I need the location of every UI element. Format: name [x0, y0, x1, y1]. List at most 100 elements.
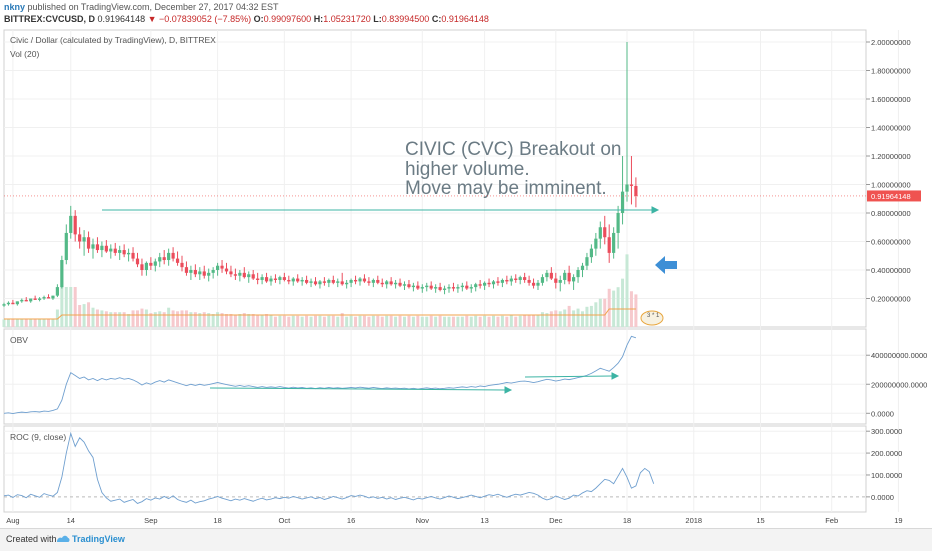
candle-body[interactable] — [603, 227, 607, 238]
candle-body[interactable] — [180, 262, 184, 268]
candle-body[interactable] — [55, 287, 59, 296]
candle-body[interactable] — [518, 277, 522, 280]
candle-body[interactable] — [242, 272, 246, 278]
candle-body[interactable] — [224, 268, 229, 272]
candle-body[interactable] — [612, 232, 616, 253]
candle-body[interactable] — [500, 279, 504, 283]
candle-body[interactable] — [536, 282, 540, 286]
candle-body[interactable] — [202, 271, 206, 276]
candle-body[interactable] — [198, 271, 202, 275]
candle-body[interactable] — [598, 227, 602, 239]
candle-body[interactable] — [345, 282, 349, 285]
candle-body[interactable] — [46, 297, 51, 299]
candle-body[interactable] — [514, 278, 518, 280]
candle-body[interactable] — [238, 272, 242, 276]
event-marker-icon[interactable]: 3 * 1 — [640, 310, 664, 326]
candle-body[interactable] — [353, 279, 358, 282]
candle-body[interactable] — [540, 277, 545, 283]
candle-body[interactable] — [589, 248, 593, 258]
candle-body[interactable] — [247, 274, 251, 278]
candle-body[interactable] — [256, 278, 260, 280]
candle-body[interactable] — [149, 262, 153, 266]
candle-body[interactable] — [416, 285, 420, 289]
candle-body[interactable] — [331, 279, 335, 283]
candle-body[interactable] — [545, 272, 549, 278]
candle-body[interactable] — [616, 213, 620, 233]
candle-body[interactable] — [15, 301, 19, 305]
candle-body[interactable] — [527, 279, 531, 283]
candle-body[interactable] — [131, 252, 135, 259]
candle-body[interactable] — [554, 278, 558, 283]
candle-body[interactable] — [385, 281, 389, 285]
candle-body[interactable] — [104, 245, 108, 252]
candle-body[interactable] — [451, 287, 456, 289]
candle-body[interactable] — [78, 234, 82, 242]
candle-body[interactable] — [171, 252, 175, 259]
candle-body[interactable] — [465, 285, 469, 289]
author-name[interactable]: nkny — [4, 2, 26, 12]
candle-body[interactable] — [282, 277, 286, 280]
candle-body[interactable] — [287, 279, 291, 282]
tradingview-brand[interactable]: TradingView — [72, 534, 125, 544]
candle-body[interactable] — [273, 278, 278, 280]
candle-body[interactable] — [69, 215, 73, 233]
candle-body[interactable] — [594, 238, 598, 249]
candle-body[interactable] — [483, 282, 487, 286]
candle-body[interactable] — [349, 279, 353, 283]
candle-body[interactable] — [309, 281, 313, 283]
candle-body[interactable] — [531, 282, 536, 286]
candle-body[interactable] — [24, 299, 28, 302]
candle-body[interactable] — [153, 261, 157, 266]
candle-body[interactable] — [371, 279, 375, 283]
candle-body[interactable] — [64, 232, 68, 261]
candle-body[interactable] — [460, 285, 464, 288]
candle-body[interactable] — [442, 288, 447, 290]
candle-body[interactable] — [505, 279, 509, 282]
candle-body[interactable] — [33, 298, 37, 300]
candle-body[interactable] — [51, 295, 55, 299]
candle-body[interactable] — [175, 258, 180, 263]
candle-body[interactable] — [322, 281, 326, 283]
candle-body[interactable] — [189, 270, 193, 273]
candle-body[interactable] — [216, 265, 220, 270]
candle-body[interactable] — [38, 298, 42, 300]
candle-body[interactable] — [2, 304, 6, 306]
candle-body[interactable] — [73, 215, 77, 235]
candle-body[interactable] — [620, 191, 625, 213]
candle-body[interactable] — [367, 281, 371, 283]
candle-body[interactable] — [29, 298, 33, 302]
candle-body[interactable] — [113, 248, 117, 253]
candle-body[interactable] — [402, 284, 407, 286]
candle-body[interactable] — [313, 281, 318, 285]
candle-body[interactable] — [327, 279, 331, 283]
candle-body[interactable] — [91, 244, 95, 249]
candle-body[interactable] — [567, 272, 571, 282]
candle-body[interactable] — [407, 284, 411, 288]
candle-body[interactable] — [260, 277, 264, 280]
candle-body[interactable] — [585, 257, 589, 266]
candle-body[interactable] — [184, 267, 189, 273]
candle-body[interactable] — [251, 274, 255, 279]
candle-body[interactable] — [11, 302, 15, 305]
candle-body[interactable] — [429, 285, 433, 289]
candle-body[interactable] — [447, 287, 451, 289]
candle-body[interactable] — [398, 282, 402, 286]
candle-body[interactable] — [42, 297, 46, 299]
candle-body[interactable] — [491, 281, 496, 285]
candle-body[interactable] — [229, 271, 233, 275]
candle-body[interactable] — [95, 244, 100, 251]
candle-body[interactable] — [20, 299, 24, 302]
candle-body[interactable] — [380, 282, 384, 285]
candle-body[interactable] — [118, 250, 122, 253]
candle-body[interactable] — [144, 262, 148, 270]
candle-body[interactable] — [269, 278, 273, 282]
candle-body[interactable] — [296, 278, 300, 282]
candle-body[interactable] — [438, 287, 442, 290]
trend-lines[interactable] — [102, 206, 660, 394]
candle-body[interactable] — [478, 284, 482, 286]
candle-body[interactable] — [291, 278, 295, 282]
candle-body[interactable] — [82, 237, 86, 242]
candle-body[interactable] — [300, 279, 304, 282]
candle-body[interactable] — [376, 279, 380, 283]
